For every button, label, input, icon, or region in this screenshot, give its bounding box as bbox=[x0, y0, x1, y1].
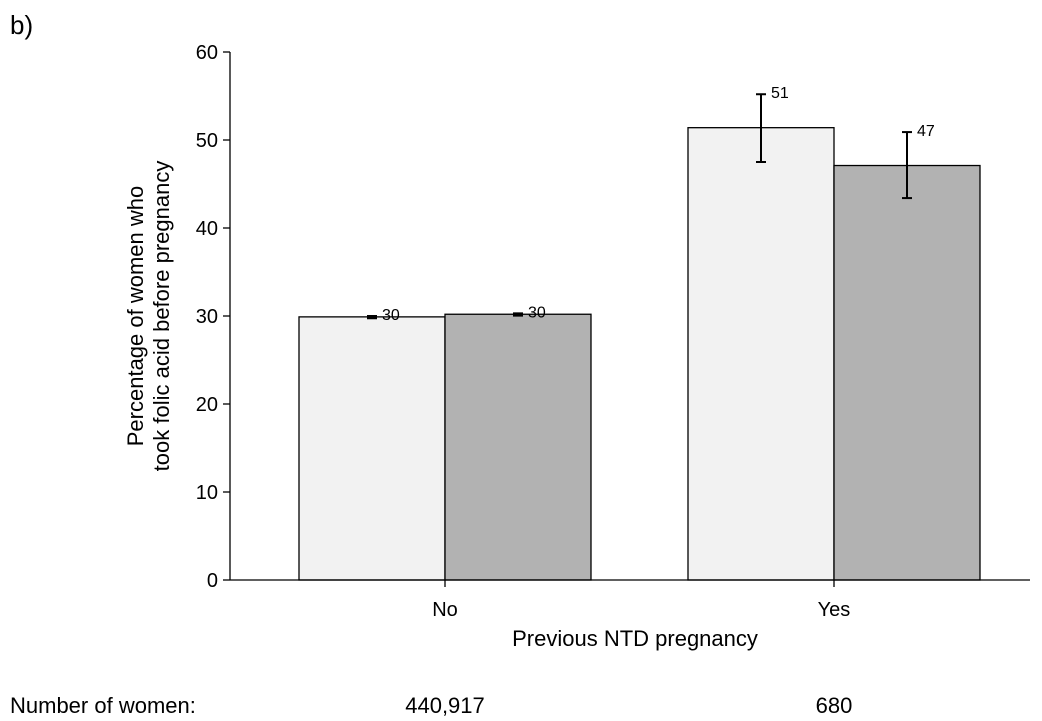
x-tick-label-yes: Yes bbox=[818, 599, 851, 621]
bars bbox=[298, 127, 981, 581]
data-label-yes-series-2: 47 bbox=[917, 123, 935, 140]
y-tick-label: 10 bbox=[196, 482, 218, 504]
error-bar-no-series-1 bbox=[367, 315, 377, 320]
bar-no-series-2 bbox=[444, 313, 592, 581]
footer-count-yes: 680 bbox=[816, 693, 853, 718]
bar-yes-series-2 bbox=[833, 164, 981, 581]
y-tick-label: 60 bbox=[196, 42, 218, 64]
error-bar-yes-series-1 bbox=[756, 93, 766, 163]
y-tick-label: 40 bbox=[196, 218, 218, 240]
y-tick-label: 20 bbox=[196, 394, 218, 416]
data-label-no-series-2: 30 bbox=[528, 304, 546, 321]
y-tick-label: 50 bbox=[196, 130, 218, 152]
panel-label: b) bbox=[10, 10, 33, 40]
footer-count-no: 440,917 bbox=[405, 693, 485, 718]
x-axis-title: Previous NTD pregnancy bbox=[512, 626, 758, 651]
data-label-yes-series-1: 51 bbox=[771, 85, 789, 102]
data-label-no-series-1: 30 bbox=[382, 307, 400, 324]
error-bars bbox=[367, 93, 912, 320]
bar-yes-series-1 bbox=[687, 127, 835, 581]
y-axis-title-line-2: took folic acid before pregnancy bbox=[149, 161, 174, 472]
plot-area: 30 30 51 47 0 10 20 30 40 50 60 No Yes bbox=[196, 42, 1030, 621]
y-tick-label: 30 bbox=[196, 306, 218, 328]
y-axis-title-line-1: Percentage of women who bbox=[123, 186, 148, 447]
bar-no-series-1 bbox=[298, 316, 446, 581]
footer: Number of women: 440,917 680 bbox=[10, 693, 852, 718]
y-tick-label: 0 bbox=[207, 570, 218, 592]
x-tick-label-no: No bbox=[432, 599, 458, 621]
data-labels: 30 30 51 47 bbox=[382, 85, 935, 324]
footer-label: Number of women: bbox=[10, 693, 196, 718]
y-axis-title: Percentage of women who took folic acid … bbox=[123, 161, 174, 472]
y-axis: 0 10 20 30 40 50 60 bbox=[196, 42, 231, 592]
error-bar-yes-series-2 bbox=[902, 131, 912, 200]
error-bar-no-series-2 bbox=[513, 312, 523, 317]
x-axis: No Yes bbox=[230, 579, 1030, 621]
